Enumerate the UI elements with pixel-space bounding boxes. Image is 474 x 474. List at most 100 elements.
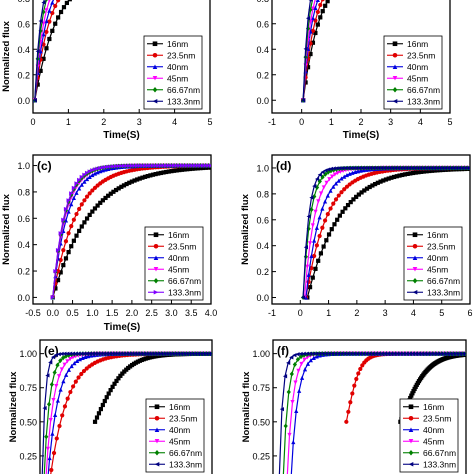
data-point	[370, 165, 375, 171]
data-point	[85, 351, 90, 356]
data-point	[207, 351, 212, 356]
data-point	[41, 9, 46, 15]
x-tick-label: 4	[172, 117, 177, 127]
legend-box	[145, 398, 205, 473]
data-point	[60, 413, 65, 418]
data-point	[463, 352, 466, 355]
data-point	[61, 263, 66, 268]
data-point	[342, 165, 347, 171]
data-point	[124, 181, 129, 187]
data-point	[308, 0, 313, 2]
data-point	[64, 372, 69, 377]
legend-item: 45nm	[149, 436, 190, 446]
legend-label: 133.3nm	[167, 96, 200, 106]
data-point	[50, 355, 56, 360]
legend-label: 40nm	[427, 253, 448, 263]
legend-marker	[154, 461, 160, 467]
data-point	[339, 165, 345, 171]
data-point	[58, 358, 63, 364]
legend-label: 23.5nm	[427, 241, 455, 251]
data-point	[53, 3, 58, 9]
data-point	[82, 198, 87, 203]
data-point	[342, 174, 347, 179]
data-point	[141, 351, 146, 356]
data-point	[47, 8, 52, 13]
x-tick-label: 1.0	[86, 308, 99, 318]
data-point	[92, 206, 98, 211]
legend-item: 45nm	[403, 436, 444, 446]
data-point	[187, 166, 193, 172]
x-tick-label: 0.5	[66, 308, 79, 318]
data-point	[427, 168, 432, 174]
data-point	[333, 197, 339, 202]
x-axis-label: Time(S)	[104, 322, 141, 333]
legend-label: 23.5nm	[168, 241, 196, 251]
data-point	[155, 351, 161, 356]
data-point	[318, 15, 323, 20]
data-point	[41, 32, 46, 37]
data-point	[435, 168, 440, 173]
data-point	[304, 351, 309, 356]
data-point	[315, 9, 320, 15]
data-point	[348, 351, 353, 356]
data-point	[350, 391, 355, 396]
data-point	[357, 351, 363, 356]
data-point	[200, 163, 206, 168]
data-point	[206, 163, 211, 168]
data-point	[52, 369, 57, 375]
x-tick-label: 5	[439, 308, 444, 318]
data-point	[370, 183, 375, 188]
data-point	[289, 371, 294, 377]
data-point	[102, 398, 107, 404]
data-point	[328, 206, 333, 211]
plot-frame	[39, 339, 213, 474]
data-point	[307, 351, 313, 356]
x-tick-label: 2	[358, 117, 363, 127]
data-point	[104, 351, 110, 356]
data-point	[307, 241, 313, 246]
data-point	[412, 165, 417, 171]
data-point	[111, 189, 116, 194]
data-point	[301, 295, 306, 300]
legend-marker	[153, 277, 159, 284]
data-point	[110, 384, 115, 389]
data-point	[299, 361, 304, 367]
data-point	[320, 206, 325, 211]
data-point	[100, 402, 105, 408]
data-point	[121, 163, 127, 168]
legend-label: 16nm	[423, 402, 444, 412]
legend-label: 133.3nm	[407, 96, 440, 106]
data-point	[182, 163, 187, 168]
data-point	[320, 9, 325, 14]
data-point	[116, 186, 121, 191]
data-point	[344, 419, 349, 424]
y-tick-label: 1.0	[256, 163, 269, 173]
data-point	[73, 351, 78, 356]
data-point	[87, 191, 92, 196]
data-point	[44, 18, 49, 24]
data-point	[62, 362, 67, 367]
data-point	[313, 209, 318, 214]
data-point	[53, 412, 58, 418]
data-point	[295, 356, 301, 362]
data-point	[53, 269, 58, 274]
data-point	[65, 351, 70, 356]
data-point	[305, 26, 311, 32]
legend-label: 16nm	[167, 39, 188, 49]
data-point	[409, 165, 414, 171]
legend-item: 16nm	[403, 402, 444, 412]
data-point	[169, 169, 174, 174]
data-point	[432, 351, 437, 356]
legend-item: 23.5nm	[147, 50, 195, 60]
data-point	[348, 400, 353, 405]
data-point	[58, 387, 63, 392]
data-point	[334, 166, 339, 171]
data-point	[106, 391, 111, 396]
data-point	[364, 351, 369, 356]
data-point	[401, 351, 406, 356]
legend-label: 133.3nm	[169, 459, 202, 469]
data-point	[190, 166, 195, 171]
data-point	[98, 165, 103, 171]
data-point	[339, 351, 344, 356]
data-point	[66, 198, 71, 203]
